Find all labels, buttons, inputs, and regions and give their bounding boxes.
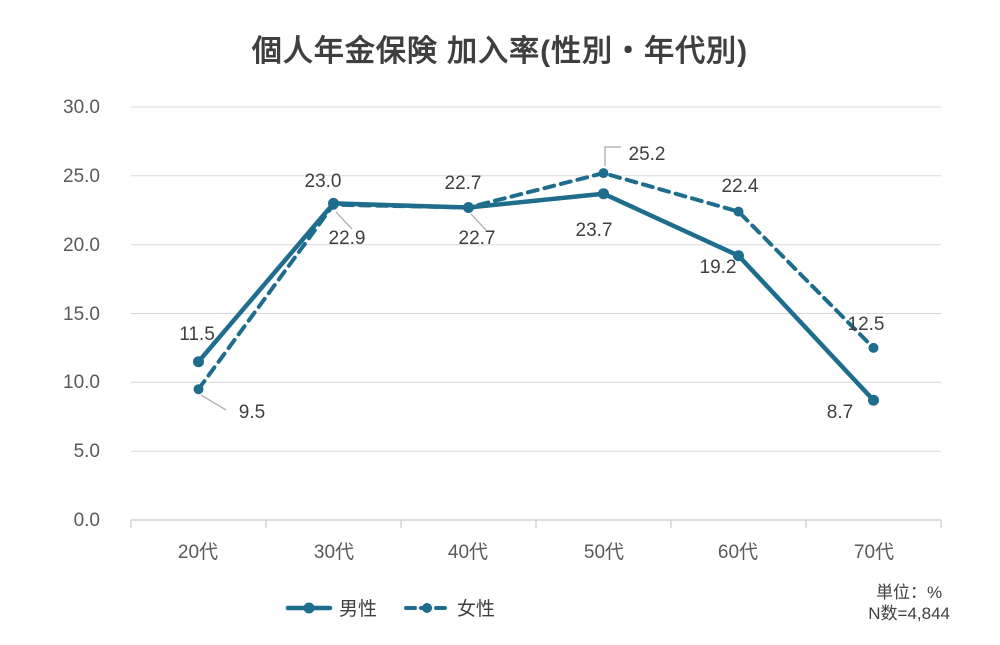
y-axis-tick-label: 15.0 [63,304,100,325]
x-axis-ticks [130,520,942,528]
data-label-female-30s: 22.9 [329,228,366,249]
x-axis-category-label: 30代 [314,541,354,563]
data-label-male-60s: 19.2 [700,257,737,278]
male-data-labels: 11.5 23.0 22.7 23.7 19.2 8.7 [179,171,853,423]
female-data-labels: 9.5 22.9 22.7 25.2 22.4 12.5 [239,144,885,423]
chart-title: 個人年金保険 加入率(性別・年代別) [251,35,749,68]
x-axis-category-label: 40代 [448,541,488,563]
y-axis-tick-label: 0.0 [74,510,100,531]
y-axis-tick-label: 25.0 [63,166,100,187]
unit-note: 単位：% [876,583,943,602]
chart-legend: 男性 女性 [0,594,780,621]
y-axis-tick-label: 30.0 [63,97,100,118]
y-axis-tick-label: 10.0 [63,372,100,393]
data-label-male-20s: 11.5 [179,324,215,345]
male-line-sample-icon [285,602,333,613]
label-leader-lines [200,146,621,411]
data-label-female-40s: 22.7 [459,228,496,249]
legend-item-female: 女性 [403,594,495,621]
x-axis-category-label: 70代 [854,541,894,563]
leader-line [200,394,227,411]
x-axis-category-label: 20代 [178,541,218,563]
data-label-female-20s: 9.5 [239,402,265,423]
female-line-sample-icon [404,602,450,613]
male-markers [193,188,879,406]
leader-line [604,146,621,166]
data-label-female-60s: 22.4 [722,176,759,197]
data-point-marker-男性-20代 [193,356,204,368]
male-line [196,191,876,403]
data-label-male-40s: 22.7 [445,173,482,194]
legend-label-male: 男性 [338,599,377,620]
data-label-female-50s: 25.2 [629,144,666,165]
y-axis: 30.0 25.0 20.0 15.0 10.0 5.0 0.0 [63,97,100,531]
leader-line [335,211,353,230]
x-axis-category-label: 50代 [584,541,624,563]
data-point-marker-男性-50代 [598,188,609,200]
data-point-marker-男性-30代 [328,197,339,209]
y-axis-tick-label: 5.0 [74,441,100,462]
data-label-male-30s: 23.0 [305,171,342,192]
x-axis-category-label: 60代 [718,541,758,563]
data-point-marker-女性-20代 [193,384,204,395]
leader-line [470,213,487,231]
x-axis: 20代 30代 40代 50代 60代 70代 [178,541,894,563]
legend-item-male: 男性 [285,594,377,621]
data-point-marker-女性-70代 [868,342,879,353]
data-label-male-50s: 23.7 [576,220,613,241]
data-label-male-70s: 8.7 [827,402,853,423]
data-point-marker-男性-70代 [868,394,879,406]
data-point-marker-男性-40代 [463,202,474,213]
y-axis-tick-label: 20.0 [63,235,100,256]
data-label-female-70s: 12.5 [848,314,885,335]
sample-size-note: N数=4,844 [868,604,950,623]
legend-label-female: 女性 [457,599,496,620]
data-point-marker-女性-50代 [598,168,609,179]
data-point-marker-男性-60代 [733,250,744,262]
data-point-marker-女性-60代 [733,206,744,217]
female-line [196,171,876,392]
chart-footnote: 単位：% N数=4,844 [868,582,950,624]
